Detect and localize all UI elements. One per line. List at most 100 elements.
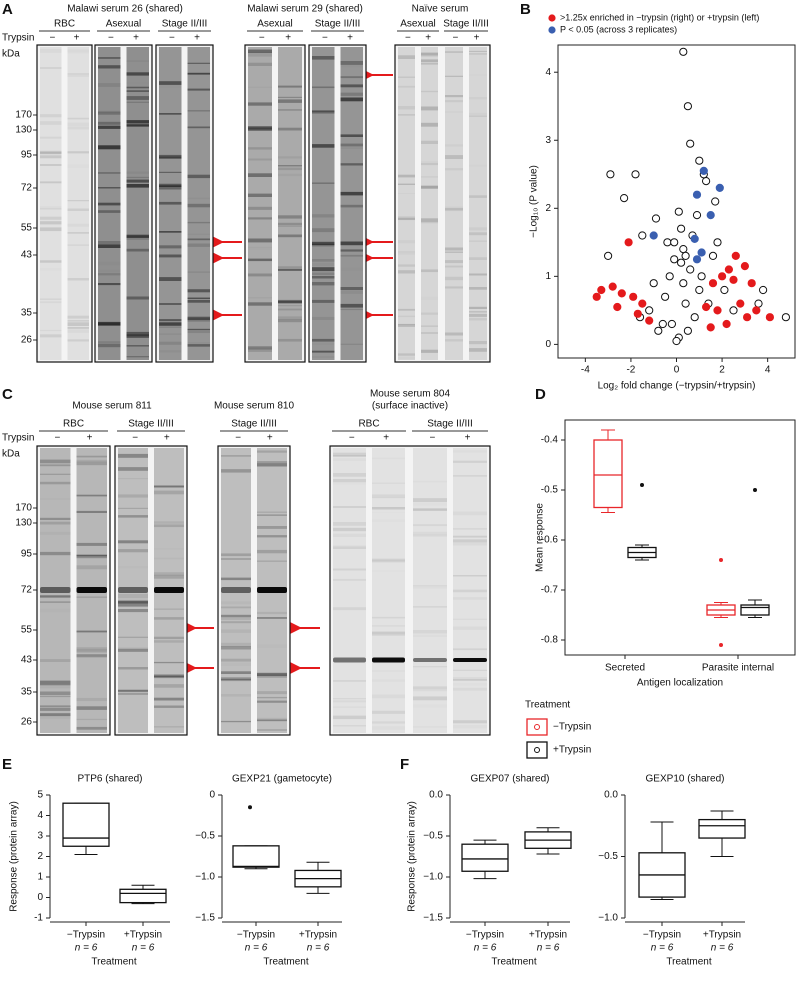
lane-smear [445,47,463,360]
band [340,84,363,88]
band [98,187,121,189]
lane-smear [248,47,272,360]
band [340,92,363,96]
band [312,182,335,184]
band [445,95,463,98]
lane-smear [67,47,89,360]
band [221,678,251,681]
band [76,655,107,658]
y-tick-label: −1.0 [598,913,618,924]
band [76,554,107,557]
band [126,179,149,183]
band [248,248,272,250]
n-label: n = 6 [307,943,330,954]
band [372,631,405,634]
band [67,244,89,246]
band [40,151,62,154]
band [257,514,287,516]
band [67,200,89,202]
trypsin-sign: + [347,33,353,44]
y-tick-label: 2 [545,203,551,214]
data-point [638,231,647,240]
band [453,575,487,577]
band [187,329,210,334]
band [469,287,487,290]
band [154,636,184,640]
x-tick-label: -2 [626,365,635,376]
band [469,240,487,242]
trypsin-sign: − [235,433,241,444]
size-marker: 35 [21,687,33,698]
panel-label: A [2,1,13,18]
band [126,120,149,124]
band [76,647,107,651]
band [118,647,148,651]
panel-label: C [2,386,13,403]
band [40,49,62,53]
band [312,343,335,345]
band [333,700,366,703]
group-subtitle: (surface inactive) [372,401,448,412]
band [445,339,463,341]
strong-band [221,587,251,593]
band [187,238,210,241]
y-tick-label: 4 [545,67,551,78]
lane-name: Asexual [106,19,142,30]
panel-label: E [2,756,12,773]
data-point [670,255,679,264]
size-marker: 170 [15,503,32,514]
band [413,690,447,692]
data-point [649,279,658,288]
strong-band [453,658,487,662]
data-point [690,234,699,243]
band [421,59,438,63]
band [40,695,71,698]
band [469,227,487,231]
size-marker: 95 [21,549,33,560]
band [421,163,438,166]
band [118,692,148,695]
band [312,338,335,342]
band [118,540,148,544]
y-axis-label: Response (protein array) [407,801,418,912]
panel-label: F [400,756,409,773]
x-tick-label: −Trypsin [67,930,105,941]
box [119,888,167,904]
band [118,494,148,498]
band [127,82,150,83]
band [40,595,71,598]
band [159,156,182,159]
band [278,96,302,98]
band [40,713,71,717]
band [469,273,487,276]
band [76,455,107,458]
blot-frame [244,44,306,363]
trypsin-sign: + [133,33,139,44]
data-point [679,279,688,288]
band [221,617,251,618]
band [340,97,363,102]
band [453,589,487,593]
band [340,191,363,196]
band [248,348,272,352]
group-title: Malawi serum 26 (shared) [67,4,183,15]
band [398,240,415,243]
band [118,467,148,471]
trypsin-sign: − [429,433,435,444]
band [188,342,211,346]
x-axis-label: Log₂ fold change (−trypsin/+trypsin) [598,381,756,392]
band [154,640,184,643]
n-label: n = 6 [245,943,268,954]
band [40,521,71,525]
data-point [692,190,702,199]
band [98,145,121,150]
band [398,264,415,267]
band [40,121,62,125]
data-point [654,326,663,335]
y-tick-label: 0.0 [429,790,443,801]
data-point [722,319,731,329]
band [445,247,463,251]
band [98,110,121,114]
band [340,249,363,252]
band [312,110,335,114]
